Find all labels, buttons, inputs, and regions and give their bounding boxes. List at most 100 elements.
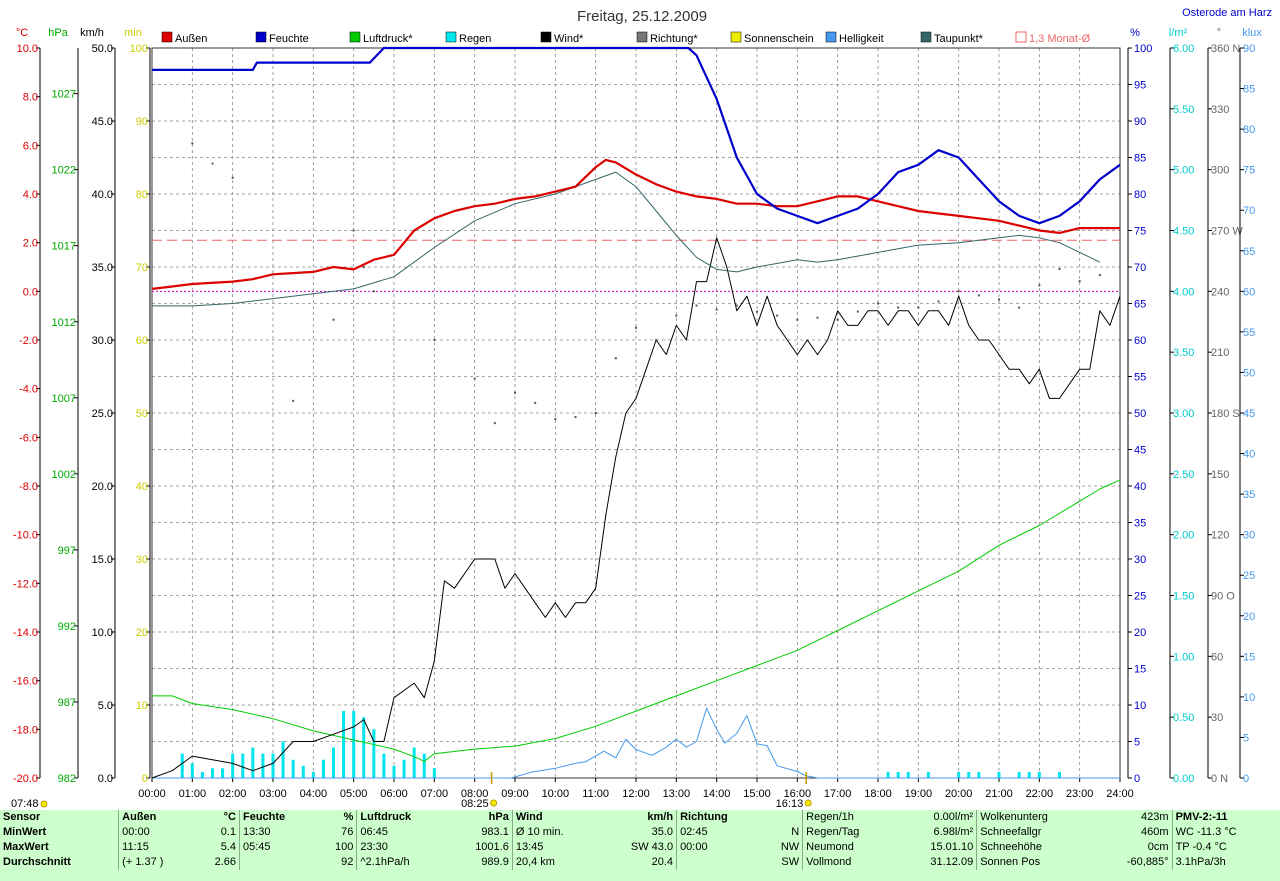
richtung-header: Richtung [676, 810, 764, 825]
rain-tick-label: 4.00 [1173, 286, 1194, 298]
luftdruck-avg-time: ^2.1hPa/h [356, 855, 449, 870]
rain-bar [906, 771, 910, 778]
direction-tick-label: 90 O [1211, 591, 1235, 603]
legend-label-3: Regen [459, 33, 491, 45]
temp-tick-label: 0.0 [23, 286, 38, 298]
humidity-tick-label: 50 [1134, 408, 1146, 420]
humidity-tick-label: 55 [1134, 372, 1146, 384]
legend-label-2: Luftdruck* [363, 33, 413, 45]
humidity-tick-label: 30 [1134, 554, 1146, 566]
axis-unit-labels: °C hPa km/h min% l/m² ° klux [16, 27, 1262, 39]
rain-bar [886, 771, 890, 778]
rain-bar [241, 753, 245, 778]
direction-tick-label: 180 S [1211, 408, 1240, 420]
time-tick-label: 01:00 [179, 788, 207, 800]
schneehoehe-label: Schneehöhe [976, 840, 1096, 855]
rain-bar [281, 741, 285, 778]
humidity-tick-label: 20 [1134, 627, 1146, 639]
feuchte-max-value: 100 [335, 841, 354, 853]
temp-tick-label: -2.0 [19, 335, 38, 347]
legend-swatch-0 [161, 31, 173, 43]
rain-bar [896, 771, 900, 778]
temp-tick-label: -16.0 [13, 676, 38, 688]
wind-avg-km: 20,4 km [511, 855, 599, 870]
rain-tick-label: 1.00 [1173, 651, 1194, 663]
rain-bar [422, 753, 426, 778]
time-tick-label: 04:00 [300, 788, 328, 800]
rain-bar [342, 711, 346, 778]
temp-tick-label: -18.0 [13, 724, 38, 736]
rain-bar [200, 771, 204, 778]
legend-swatch-6 [730, 31, 742, 43]
rain-bar [1027, 771, 1031, 778]
rain-tick-label: 3.50 [1173, 347, 1194, 359]
wind-max-value: SW 43.0 [630, 841, 674, 853]
row-label-max: MaxWert [3, 841, 49, 853]
humidity-tick-label: 85 [1134, 153, 1146, 165]
humidity-tick-label: 75 [1134, 226, 1146, 238]
legend-swatch-7 [825, 31, 837, 43]
direction-dot [917, 306, 920, 309]
direction-dot [534, 401, 537, 404]
time-tick-label: 22:00 [1026, 788, 1054, 800]
rain-bar [261, 753, 265, 778]
rain-bar [251, 747, 255, 778]
time-tick-label: 09:00 [501, 788, 529, 800]
time-tick-label: 03:00 [259, 788, 287, 800]
temp-tick-label: 4.0 [23, 189, 38, 201]
legend-label-4: Wind* [554, 33, 584, 45]
richtung-avg-value: SW [781, 856, 800, 868]
legend-swatch-9 [1015, 31, 1027, 43]
direction-tick-label: 270 W [1211, 226, 1243, 238]
schneefall-label: Schneefallgr [976, 825, 1096, 840]
location-label: Osterode am Harz [1182, 7, 1272, 19]
direction-dot [977, 294, 980, 297]
wind-tick-label: 45.0 [92, 116, 113, 128]
direction-dot [756, 310, 758, 313]
direction-dot [362, 266, 365, 268]
rain-bar [977, 771, 981, 778]
pressure-tick-label: 992 [58, 621, 76, 633]
direction-dot [675, 314, 678, 317]
direction-dot [856, 310, 859, 313]
temp-tick-label: -20.0 [13, 773, 38, 785]
unit-pressure: hPa [48, 27, 68, 39]
sun-tick-label: 0 [142, 773, 148, 785]
direction-dot [836, 318, 839, 321]
luftdruck-min-value: 983.1 [481, 826, 509, 838]
wind-avg-kmh: 20.4 [651, 856, 674, 868]
light-tick-label: 15 [1243, 651, 1255, 663]
wolken-label: Wolkenunterg [976, 810, 1096, 825]
sunrise-label: 08:25 [461, 798, 489, 810]
feuchte-avg-value: 92 [341, 856, 354, 868]
light-tick-label: 85 [1243, 84, 1255, 96]
direction-dot [614, 357, 617, 360]
rain-bar [352, 711, 356, 778]
time-tick-label: 07:00 [421, 788, 449, 800]
sun-tick-label: 20 [136, 627, 148, 639]
dawn-sun-icon [40, 800, 48, 808]
rain-bar [332, 747, 335, 778]
pressure-tick-label: 987 [58, 697, 76, 709]
humidity-tick-label: 45 [1134, 445, 1146, 457]
rain-tick-label: 5.50 [1173, 104, 1194, 116]
time-tick-label: 21:00 [985, 788, 1013, 800]
direction-dot [897, 306, 900, 309]
light-tick-label: 20 [1243, 611, 1255, 623]
humidity-tick-label: 70 [1134, 262, 1146, 274]
legend-label-1: Feuchte [269, 33, 309, 45]
unit-light: klux [1242, 27, 1262, 39]
aussen-unit: °C [223, 811, 236, 823]
direction-dot [231, 176, 234, 179]
humidity-tick-label: 60 [1134, 335, 1146, 347]
time-tick-label: 19:00 [905, 788, 933, 800]
temp-tick-label: -4.0 [19, 384, 38, 396]
grid [151, 47, 1121, 779]
time-tick-label: 23:00 [1066, 788, 1094, 800]
rain-tick-label: 0.50 [1173, 712, 1194, 724]
vollmond-label: Vollmond [802, 855, 898, 870]
unit-sun: min [124, 27, 142, 39]
aussen-max-time: 11:15 [118, 840, 195, 855]
rain-bar [382, 753, 386, 778]
direction-dot [1038, 284, 1041, 287]
